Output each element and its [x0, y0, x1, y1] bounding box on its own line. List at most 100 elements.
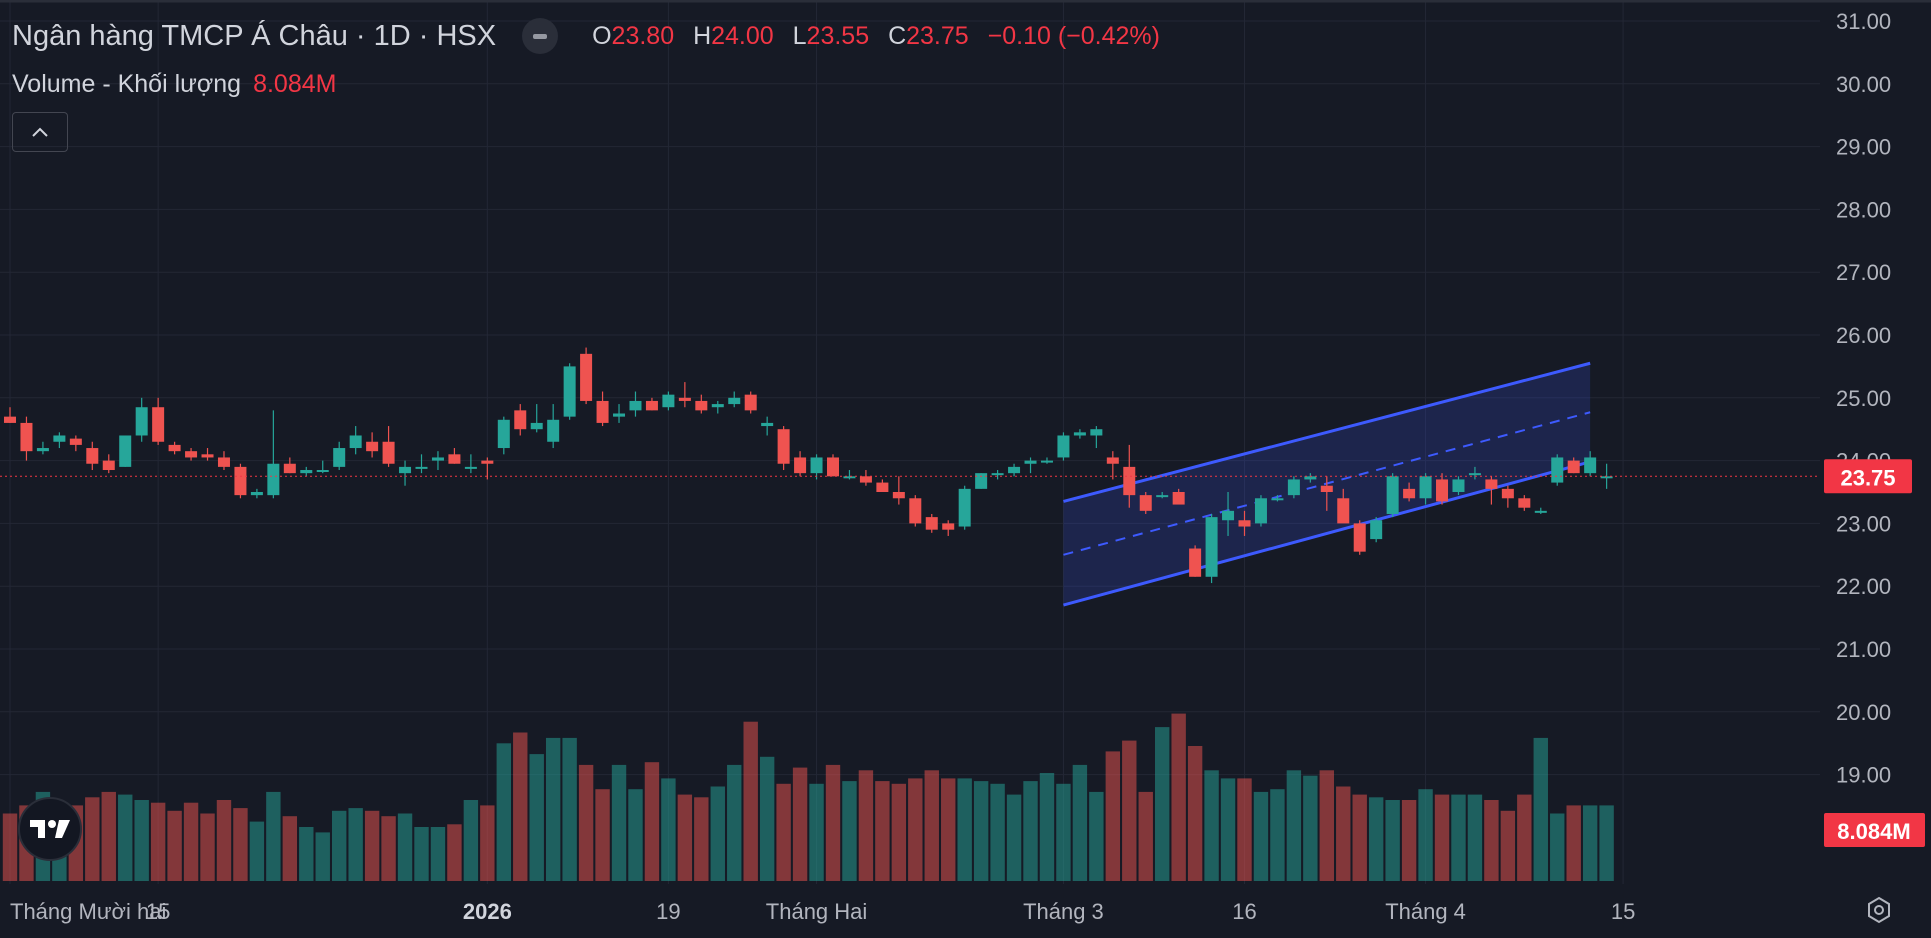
price-axis[interactable]: 31.0030.0029.0028.0027.0026.0025.0024.00… — [1836, 9, 1891, 788]
volume-bar — [1270, 789, 1285, 881]
volume-bar — [1517, 794, 1532, 881]
candle-body — [1551, 457, 1564, 483]
volume-bar — [578, 764, 594, 881]
candle-body — [316, 470, 329, 473]
candle-body — [629, 400, 642, 411]
candle-body — [810, 457, 823, 474]
candle-body — [1057, 435, 1070, 458]
volume-bar — [595, 789, 610, 881]
volume-bar — [1253, 791, 1269, 881]
candle-body — [1156, 495, 1169, 498]
candle-body — [1040, 460, 1053, 463]
candle-body — [1436, 479, 1449, 502]
candle-body — [415, 466, 428, 469]
volume-bar — [118, 794, 133, 881]
candle-body — [1403, 488, 1416, 499]
volume-bar — [1401, 800, 1417, 881]
candle-body — [1222, 510, 1235, 521]
candle-body — [662, 394, 675, 408]
volume-label[interactable]: Volume - Khối lượng — [12, 70, 242, 98]
volume-bar — [562, 737, 577, 881]
settings-gear-icon[interactable] — [1864, 895, 1894, 925]
volume-bar — [233, 808, 248, 881]
last-price-badge-text: 23.75 — [1840, 465, 1895, 490]
volume-bar — [1006, 794, 1022, 881]
last-price-badge — [1824, 459, 1912, 494]
candle-body — [1287, 479, 1300, 496]
candle-body — [1008, 466, 1021, 474]
volume-bar — [809, 783, 824, 881]
x-tick-label: Tháng Hai — [766, 899, 868, 924]
x-tick-label: 15 — [146, 899, 170, 924]
minus-icon[interactable] — [522, 18, 559, 54]
volume-bar — [1385, 800, 1400, 881]
volume-bar — [1056, 783, 1071, 881]
volume-bar — [990, 783, 1005, 881]
candle-body — [1172, 492, 1185, 505]
candle-body — [102, 460, 115, 471]
volume-bar — [1122, 740, 1137, 881]
candle-body — [794, 457, 807, 474]
candle-body — [1304, 476, 1317, 480]
chart-grid — [0, 0, 1931, 884]
y-tick-label: 20.00 — [1836, 700, 1891, 725]
x-tick-label: Tháng 4 — [1385, 899, 1466, 924]
volume-bar — [825, 764, 841, 881]
symbol-title[interactable]: Ngân hàng TMCP Á Châu · 1D · HSX — [12, 19, 497, 52]
candle-body — [975, 473, 988, 489]
volume-bar — [1418, 789, 1433, 881]
candle-body — [1534, 510, 1547, 513]
candle-body — [1139, 495, 1152, 511]
candle-body — [1205, 517, 1218, 577]
x-tick-label: 15 — [1611, 899, 1635, 924]
low-label: L — [792, 21, 807, 50]
volume-bar — [216, 800, 232, 881]
candle-body — [1024, 460, 1037, 464]
volume-bar — [924, 770, 939, 881]
volume-bar — [1467, 794, 1483, 881]
volume-bar — [875, 781, 890, 881]
candle-body — [168, 444, 181, 452]
volume-bar — [973, 781, 989, 881]
y-tick-label: 23.00 — [1836, 511, 1891, 536]
candle-body — [69, 438, 82, 445]
volume-bar — [1500, 810, 1516, 881]
volume-bar — [1237, 778, 1252, 881]
candle-body — [514, 410, 527, 430]
volume-bar — [1336, 786, 1351, 881]
candle-body — [547, 419, 560, 442]
last-volume-badge-text: 8.084M — [1837, 819, 1910, 844]
candle-body — [645, 400, 658, 411]
volume-bar — [332, 810, 347, 881]
volume-bar — [134, 800, 149, 881]
candle-body — [119, 435, 132, 467]
volume-bar — [1550, 813, 1565, 881]
candle-body — [20, 422, 33, 452]
candle-body — [250, 492, 263, 496]
volume-bar — [611, 764, 627, 881]
candle-body — [152, 407, 165, 442]
volume-bar — [200, 813, 215, 881]
candle-body — [530, 422, 543, 430]
candle-body — [1238, 520, 1251, 527]
volume-bar — [1352, 794, 1367, 881]
tradingview-logo-icon[interactable] — [18, 797, 82, 861]
candle-body — [1600, 476, 1613, 479]
volume-bar — [315, 832, 330, 881]
volume-bar — [842, 781, 857, 881]
volume-bar — [1599, 805, 1614, 881]
volume-bar — [1303, 775, 1318, 881]
candle-body — [1485, 479, 1498, 489]
x-tick-label: 16 — [1232, 899, 1256, 924]
price-change: −0.10 (−0.42%) — [987, 21, 1160, 50]
candle-body — [1501, 488, 1514, 499]
volume-bar — [1155, 727, 1170, 881]
candle-body — [185, 451, 198, 458]
volume-bar — [858, 770, 874, 881]
volume-bar — [727, 764, 742, 881]
volume-bar — [463, 800, 479, 881]
collapse-legend-button[interactable] — [12, 112, 68, 152]
candle-body — [53, 435, 66, 442]
